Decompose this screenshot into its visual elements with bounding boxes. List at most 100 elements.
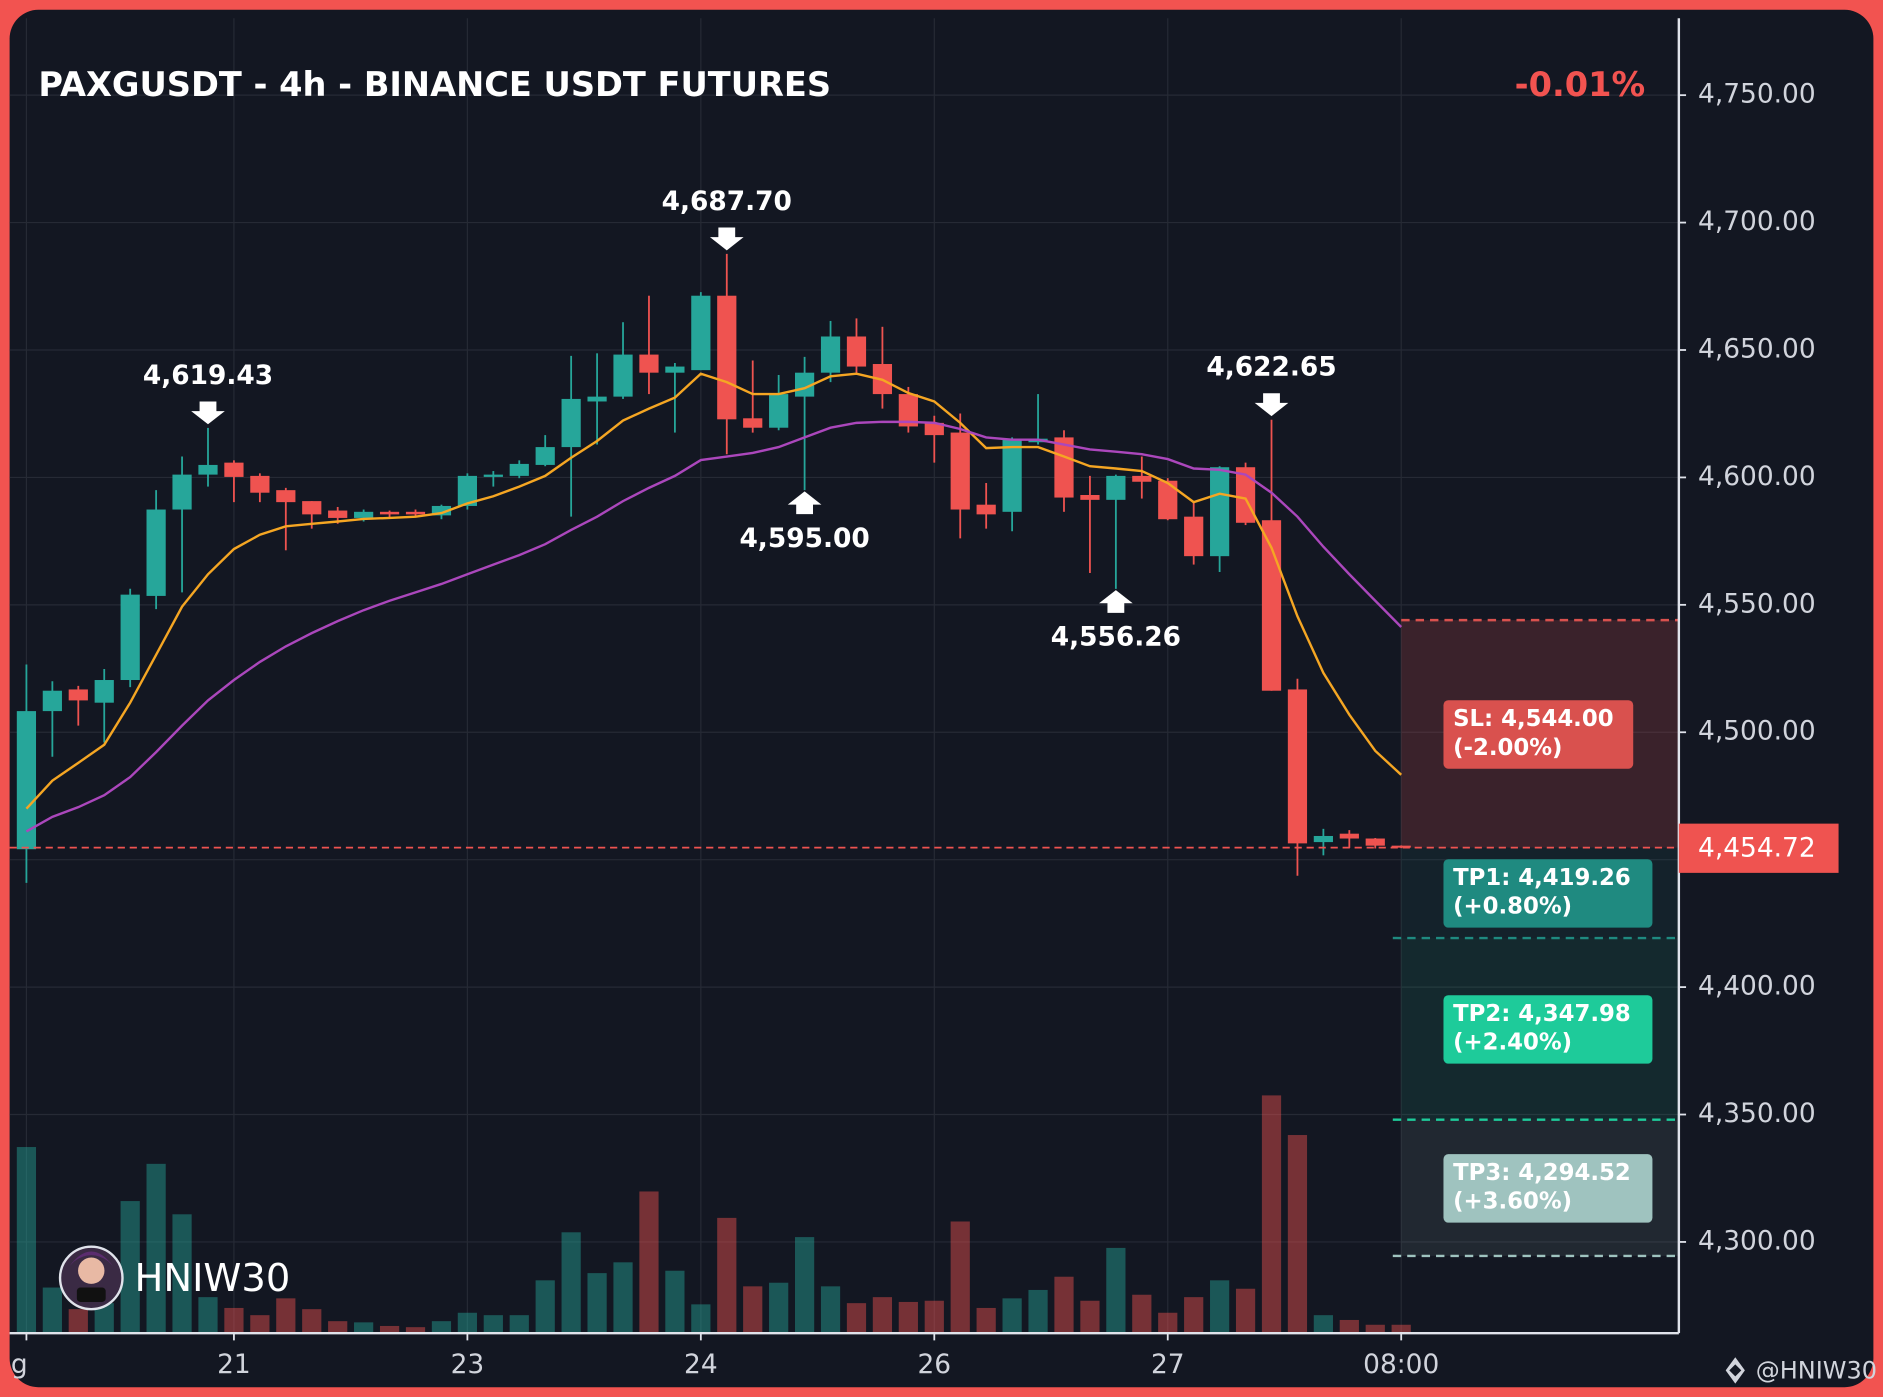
volume-bar: [1339, 1319, 1359, 1334]
candle-body: [846, 336, 867, 367]
volume-layer: [16, 1095, 1411, 1334]
volume-bar: [1313, 1315, 1333, 1334]
x-tick-label: 08:00: [1363, 1349, 1439, 1380]
volume-bar: [302, 1309, 322, 1334]
volume-bar: [1287, 1135, 1308, 1334]
volume-bar: [1132, 1294, 1152, 1334]
volume-bar: [535, 1280, 555, 1334]
volume-bar: [665, 1270, 685, 1334]
volume-bar: [172, 1214, 192, 1334]
volume-bar: [691, 1304, 711, 1334]
volume-bar: [976, 1307, 996, 1334]
volume-bar: [16, 1147, 37, 1334]
volume-bar: [794, 1237, 815, 1334]
volume-bar: [354, 1322, 374, 1334]
annotation-arrow: [1254, 393, 1289, 417]
candle-body: [1391, 845, 1411, 848]
volume-bar: [1210, 1280, 1230, 1334]
y-tick-label: 4,300.00: [1698, 1225, 1816, 1256]
candle-body: [717, 295, 737, 420]
volume-bar: [509, 1315, 529, 1334]
annotation-label: 4,619.43: [143, 360, 273, 391]
candle-body: [613, 354, 633, 397]
candle-body: [276, 490, 296, 503]
volume-bar: [42, 1287, 62, 1334]
volume-bar: [1080, 1300, 1100, 1334]
volume-bar: [613, 1262, 633, 1334]
annotation-arrow: [709, 227, 744, 251]
volume-bar: [1158, 1312, 1178, 1334]
candle-body: [950, 432, 970, 510]
volume-bar: [405, 1327, 426, 1334]
candle-body: [587, 396, 607, 402]
level-label: TP2: 4,347.98: [1453, 1001, 1631, 1027]
annotation-label: 4,687.70: [662, 186, 792, 217]
candle-body: [68, 689, 88, 701]
volume-bar: [146, 1163, 166, 1334]
candle-body: [1313, 835, 1333, 843]
candle-body: [120, 594, 140, 681]
candle-layer: [16, 253, 1411, 883]
x-tick-label: 26: [917, 1349, 951, 1380]
volume-bar: [120, 1201, 140, 1334]
candle-body: [405, 511, 426, 515]
candle-body: [328, 510, 348, 518]
level-change: (+2.40%): [1453, 1030, 1572, 1056]
candle-body: [198, 464, 218, 475]
candle-body: [94, 680, 114, 703]
annotation-label: 4,595.00: [739, 523, 869, 554]
level-label: TP1: 4,419.26: [1453, 865, 1631, 891]
candle-body: [250, 475, 270, 493]
candle-body: [483, 474, 503, 477]
candle-body: [431, 505, 452, 516]
x-tick-label: g: [11, 1349, 28, 1380]
volume-bar: [639, 1191, 659, 1334]
x-tick-label: 21: [217, 1349, 251, 1380]
volume-bar: [743, 1286, 763, 1334]
candle-body: [172, 474, 192, 510]
volume-bar: [898, 1301, 918, 1334]
volume-bar: [431, 1321, 452, 1334]
overlay-layer: SL: 4,544.00 (-2.00%) TP1: 4,419.26 (+0.80%…: [9, 186, 1679, 1258]
annotation-label: 4,556.26: [1051, 622, 1181, 653]
volume-bar: [717, 1217, 737, 1334]
candle-body: [743, 418, 763, 428]
grid: [9, 18, 1679, 1334]
y-tick-label: 4,650.00: [1698, 333, 1816, 364]
candle-body: [535, 447, 555, 465]
candle-body: [224, 462, 244, 477]
volume-bar: [1261, 1095, 1282, 1334]
y-tick-label: 4,350.00: [1698, 1098, 1816, 1129]
volume-bar: [1365, 1324, 1385, 1334]
candle-body: [509, 463, 529, 476]
candle-body: [457, 475, 477, 506]
candle-body: [794, 372, 815, 397]
avatar-shirt: [76, 1287, 106, 1302]
candle-body: [1287, 689, 1308, 844]
volume-bar: [872, 1297, 893, 1334]
candle-body: [898, 394, 918, 427]
candle-body: [691, 295, 711, 371]
candle-body: [16, 711, 37, 850]
change-label: -0.01%: [1515, 65, 1646, 104]
volume-bar: [1106, 1247, 1126, 1334]
annotation-label: 4,622.65: [1206, 352, 1336, 383]
volume-bar: [820, 1286, 841, 1334]
candle-body: [1002, 439, 1022, 512]
level-label: TP3: 4,294.52: [1453, 1160, 1631, 1186]
volume-bar: [1184, 1297, 1204, 1334]
candle-body: [924, 422, 944, 436]
avatar-hair: [69, 1251, 113, 1266]
candle-body: [302, 501, 322, 515]
candle-body: [1080, 495, 1100, 500]
candle-body: [42, 690, 62, 712]
candle-body: [379, 511, 400, 515]
y-tick-label: 4,750.00: [1698, 79, 1816, 110]
volume-bar: [198, 1297, 218, 1334]
x-tick-label: 27: [1151, 1349, 1185, 1380]
annotation-arrow: [191, 401, 225, 425]
volume-bar: [1028, 1289, 1048, 1334]
volume-bar: [328, 1321, 348, 1334]
exchange-logo: [1725, 1357, 1745, 1384]
